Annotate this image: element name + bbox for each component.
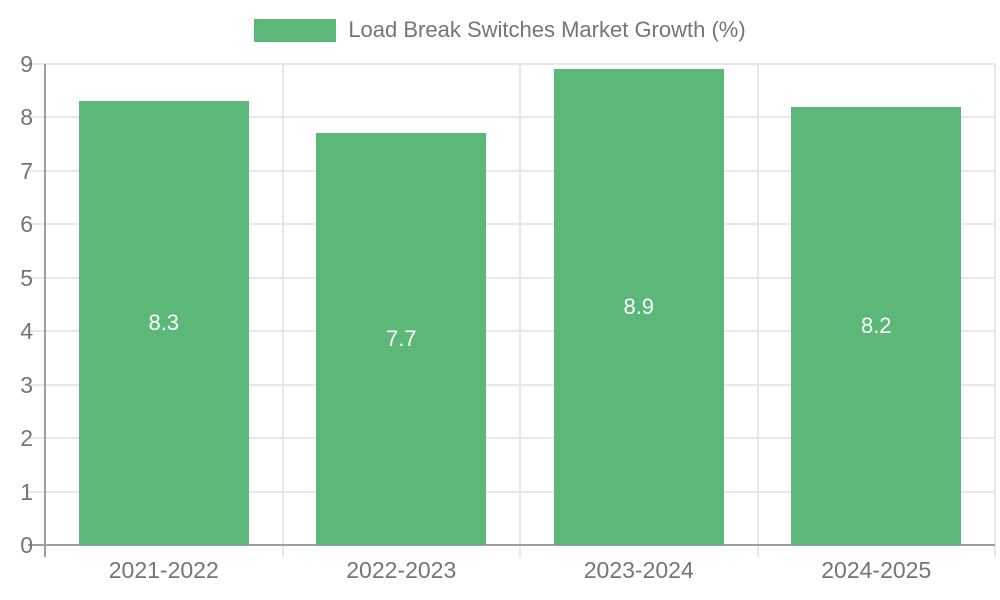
y-gridline xyxy=(28,437,995,440)
legend-swatch-icon xyxy=(254,18,337,42)
y-tick-label: 6 xyxy=(20,211,33,238)
x-tick-label: 2024-2025 xyxy=(821,557,932,583)
y-tick-label: 4 xyxy=(20,318,33,345)
bar[interactable]: 8.2 xyxy=(791,106,962,545)
legend[interactable]: Load Break Switches Market Growth (%) xyxy=(0,17,1000,43)
y-tick-label: 7 xyxy=(20,157,33,184)
x-tick-label: 2022-2023 xyxy=(346,557,457,583)
bar[interactable]: 8.3 xyxy=(78,101,249,545)
bar[interactable]: 8.9 xyxy=(553,69,724,545)
x-gridline xyxy=(756,64,759,557)
y-tick-label: 9 xyxy=(20,51,33,77)
y-gridline xyxy=(28,223,995,226)
y-axis-line xyxy=(44,64,46,557)
y-tick-label: 8 xyxy=(20,104,33,131)
x-gridline xyxy=(281,64,284,557)
legend-label: Load Break Switches Market Growth (%) xyxy=(348,17,746,42)
bar-value-label: 8.9 xyxy=(623,294,655,320)
y-gridline xyxy=(28,383,995,386)
bar-value-label: 8.3 xyxy=(148,310,180,336)
bar-value-label: 8.2 xyxy=(860,312,892,338)
y-gridline xyxy=(28,169,995,172)
bar[interactable]: 7.7 xyxy=(316,133,487,545)
y-tick-label: 2 xyxy=(20,425,33,452)
y-gridline xyxy=(28,330,995,333)
y-tick-label: 5 xyxy=(20,264,33,291)
y-tick-label: 3 xyxy=(20,371,33,398)
x-tick-label: 2023-2024 xyxy=(583,557,694,583)
y-tick-label: 1 xyxy=(20,478,33,505)
x-gridline xyxy=(519,64,521,557)
y-gridline xyxy=(28,490,995,493)
x-gridline xyxy=(994,64,996,557)
y-gridline xyxy=(28,116,995,119)
x-tick-label: 2021-2022 xyxy=(108,557,219,583)
x-axis-line xyxy=(28,544,995,546)
y-tick-label: 0 xyxy=(20,532,33,558)
y-gridline xyxy=(28,276,995,279)
y-gridline xyxy=(28,63,995,65)
bar-value-label: 7.7 xyxy=(385,326,417,352)
